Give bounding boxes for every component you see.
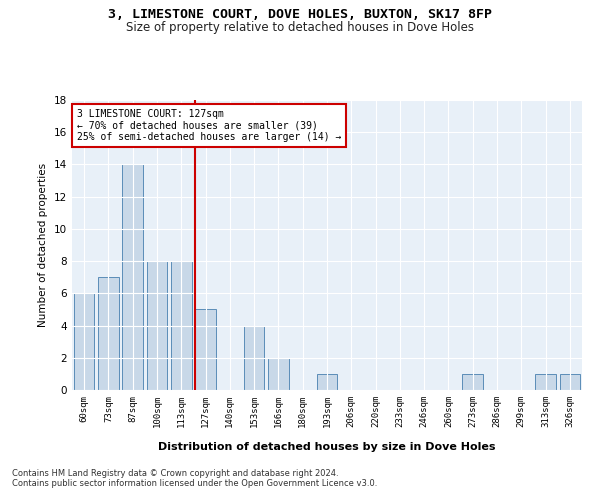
- Text: Distribution of detached houses by size in Dove Holes: Distribution of detached houses by size …: [158, 442, 496, 452]
- Text: Size of property relative to detached houses in Dove Holes: Size of property relative to detached ho…: [126, 21, 474, 34]
- Y-axis label: Number of detached properties: Number of detached properties: [38, 163, 49, 327]
- Bar: [171, 261, 191, 390]
- Bar: [74, 294, 94, 390]
- Bar: [463, 374, 483, 390]
- Bar: [317, 374, 337, 390]
- Text: 3, LIMESTONE COURT, DOVE HOLES, BUXTON, SK17 8FP: 3, LIMESTONE COURT, DOVE HOLES, BUXTON, …: [108, 8, 492, 20]
- Text: Contains HM Land Registry data © Crown copyright and database right 2024.: Contains HM Land Registry data © Crown c…: [12, 468, 338, 477]
- Bar: [98, 277, 119, 390]
- Bar: [560, 374, 580, 390]
- Bar: [244, 326, 265, 390]
- Bar: [146, 261, 167, 390]
- Bar: [535, 374, 556, 390]
- Bar: [195, 310, 216, 390]
- Text: 3 LIMESTONE COURT: 127sqm
← 70% of detached houses are smaller (39)
25% of semi-: 3 LIMESTONE COURT: 127sqm ← 70% of detac…: [77, 108, 341, 142]
- Text: Contains public sector information licensed under the Open Government Licence v3: Contains public sector information licen…: [12, 478, 377, 488]
- Bar: [268, 358, 289, 390]
- Bar: [122, 164, 143, 390]
